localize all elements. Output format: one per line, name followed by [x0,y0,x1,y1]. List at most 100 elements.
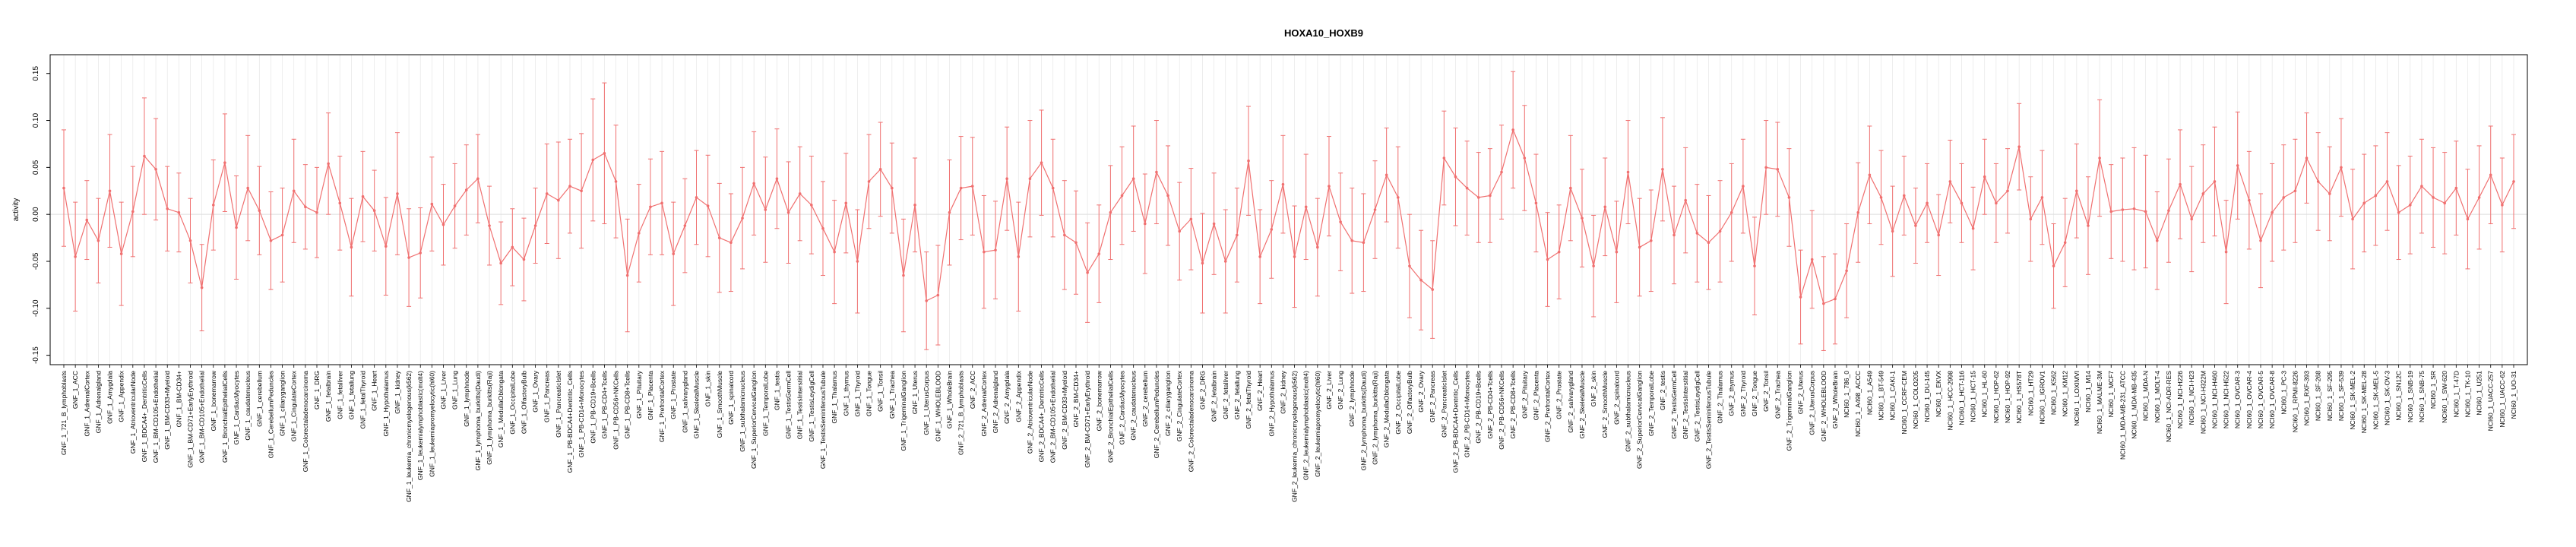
x-tick-label: GNF_2_MedullaOblongata [1383,371,1391,447]
data-point [856,260,859,263]
data-point [1236,233,1239,237]
x-tick-label: GNF_1_Hypothalamus [382,371,390,436]
data-point [2271,210,2274,214]
x-tick-label: GNF_1_Trachea [888,371,896,419]
data-point [1028,177,1032,180]
x-tick-label: GNF_2_PancreaticIslet [1440,370,1448,438]
data-point [752,182,755,185]
data-point [1684,198,1687,202]
data-point [2075,189,2078,193]
x-tick-label: GNF_2_SkeletalMuscle [1578,371,1586,439]
data-point [361,194,365,198]
data-point [970,185,974,188]
x-tick-label: GNF_1_fetallung [347,371,355,420]
x-tick-label: GNF_2_BM-CD105+Endothelial [1049,371,1057,463]
x-tick-label: GNF_1_lymphoma_burkitts(Daudi) [474,371,482,470]
data-point [2121,208,2125,211]
x-tick-label: GNF_2_OlfactoryBulb [1406,371,1413,434]
x-tick-label: NCI60_1_HT29 [2027,371,2034,416]
x-tick-label: GNF_2_kidney [1279,370,1286,413]
data-point [844,201,848,205]
data-point [959,186,963,190]
x-tick-label: GNF_2_fetallung [1233,371,1241,420]
data-point [327,162,330,166]
data-point [2385,180,2389,183]
series-line [63,128,2514,305]
data-point [1120,194,1124,198]
x-tick-label: NCI60_1_OVCAR-4 [2245,371,2253,428]
x-tick-label: GNF_2_fetalbrain [1210,371,1218,422]
data-point [1166,194,1169,198]
x-tick-label: NCI60_1_SR [2429,371,2437,409]
data-point [1937,233,1940,237]
x-tick-label: NCI60_1_HCT-15 [1970,371,1977,422]
x-tick-label: GNF_1_Prostate [669,371,677,419]
data-point [143,154,146,158]
data-point [511,245,514,249]
data-point [396,192,399,195]
data-point [1511,128,1514,131]
data-point [1201,261,1204,265]
data-point [154,168,157,171]
x-tick-label: GNF_2_Heart [1256,370,1264,411]
x-tick-label: GNF_1_TestisSeminiferousTubule [819,371,827,469]
x-tick-label: GNF_1_thymus [842,371,850,416]
x-tick-label: NCI60_1_M14 [2084,371,2092,413]
x-tick-label: GNF_1_Tongue [866,371,873,416]
x-tick-label: GNF_1_PB-CD14+Monocytes [578,371,585,457]
x-tick-label: GNF_2_BronchialEpithelialCells [1106,371,1114,463]
data-point [2087,224,2090,227]
data-point [913,204,916,207]
data-point [2236,164,2239,167]
y-axis: -0.15 -0.10 -0.05 0.00 0.05 0.10 0.15 [32,66,50,364]
data-point [1776,168,1780,171]
x-tick-label: GNF_2_PB-CD19+Bcells [1475,371,1483,444]
x-tick-label: GNF_1_testis [773,371,780,410]
data-point [1879,196,1883,199]
x-tick-label: NCI60_1_HCT-116 [1957,371,1965,425]
x-tick-label: GNF_1_SmoothMuscle [716,371,723,438]
data-point [1476,196,1480,199]
data-point [717,236,721,239]
data-point [821,226,824,230]
data-point [2408,204,2412,207]
x-tick-label: GNF_1_ACC [71,371,79,409]
x-tick-label: GNF_1_721_B_lymphoblasts [60,371,68,455]
x-tick-label: GNF_2_TrigeminalGanglion [1785,371,1793,451]
y-tick-label: -0.10 [32,299,40,317]
x-tick-label: GNF_1_TestisGermCell [785,371,793,439]
x-tick-label: NCI60_1_MDA-N [2142,371,2150,421]
x-tick-label: GNF_1_ciliaryganglion [279,371,286,436]
data-point [2006,189,2009,193]
x-tick-label: NCI60_1_SW-620 [2441,371,2448,423]
data-point [166,207,169,210]
x-tick-label: NCI60_1_MDA-MB-435 [2131,371,2138,439]
x-tick-label: GNF_1_leukemiapromyelocytic(hl60) [428,371,435,477]
data-point [1316,245,1319,249]
data-point [292,189,296,193]
data-point [1074,241,1078,245]
x-tick-label: NCI60_1_SF-268 [2315,371,2322,421]
data-point [2512,180,2515,183]
data-point [1040,161,1043,164]
data-point [1408,264,1411,267]
data-point [2466,217,2470,221]
x-tick-label: GNF_1_caudatenucleus [244,371,252,441]
x-tick-label: GNF_2_leukemialymphoblastic(molt4) [1302,371,1310,480]
data-point [2063,241,2067,245]
data-point [1396,196,1400,199]
data-point [568,185,571,188]
data-point [1523,157,1527,160]
x-tick-label: GNF_2_BDCA4+_DentriticCells [1038,371,1046,462]
x-tick-label: GNF_1_lymphoma_burkitts(Raji) [486,371,493,465]
x-tick-label: GNF_2_UterusCorpus [1809,371,1816,435]
y-tick-label: 0.00 [32,207,40,222]
x-tick-label: GNF_2_Trachea [1774,371,1781,419]
x-tick-label: NCI60_1_HOP-92 [2004,371,2011,423]
data-point [1247,159,1250,163]
data-point [1500,170,1503,174]
x-tick-label: NCI60_1_786_0 [1843,371,1850,418]
data-point [2029,217,2033,221]
x-tick-label: GNF_2_Pituitary [1521,370,1528,419]
x-tick-label: GNF_1_PrefrontalCortex [658,370,666,442]
